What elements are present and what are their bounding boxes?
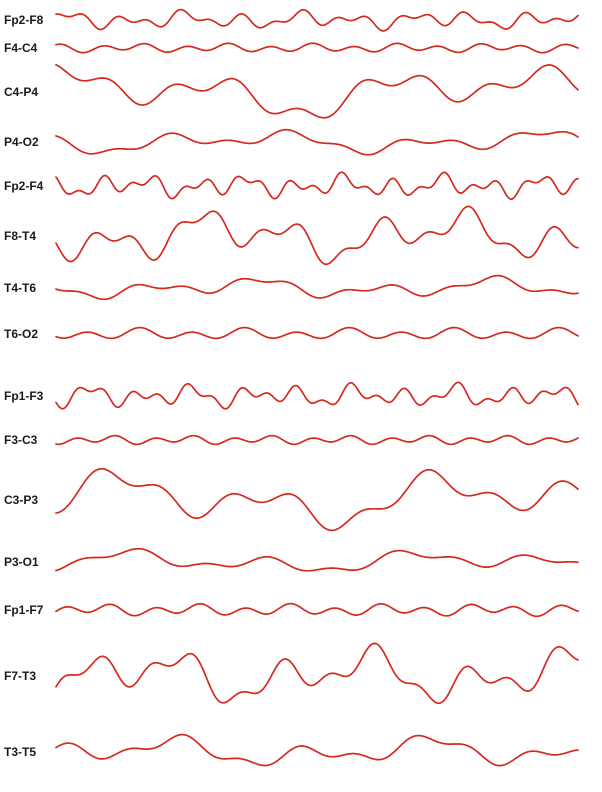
channel-trace-f7-t3: [55, 642, 579, 705]
channel-label: F3-C3: [4, 433, 38, 447]
channel-trace-t3-t5: [55, 733, 579, 767]
channel-label: C4-P4: [4, 85, 38, 99]
channel-trace-fp2-f8: [55, 8, 579, 32]
channel-trace-t4-t6: [55, 274, 579, 301]
channel-trace-fp1-f7: [55, 602, 579, 618]
channel-trace-f4-c4: [55, 42, 579, 54]
channel-label: Fp1-F7: [4, 603, 44, 617]
channel-label: T6-O2: [4, 327, 38, 341]
channel-trace-f8-t4: [55, 205, 579, 266]
channel-label: F8-T4: [4, 229, 36, 243]
channel-trace-f3-c3: [55, 434, 579, 446]
channel-label: C3-P3: [4, 493, 38, 507]
channel-traces: [55, 8, 579, 767]
channel-label: Fp2-F4: [4, 179, 44, 193]
channel-trace-fp2-f4: [55, 171, 579, 200]
channel-label: T3-T5: [4, 745, 36, 759]
channel-trace-c3-p3: [55, 467, 579, 532]
channel-label: Fp1-F3: [4, 389, 44, 403]
channel-label: P4-O2: [4, 135, 39, 149]
channel-trace-fp1-f3: [55, 381, 579, 410]
channel-trace-t6-o2: [55, 326, 579, 340]
channel-label: F7-T3: [4, 669, 36, 683]
channel-label: Fp2-F8: [4, 13, 44, 27]
channel-trace-p4-o2: [55, 128, 579, 156]
channel-label: T4-T6: [4, 281, 36, 295]
channel-label: F4-C4: [4, 41, 38, 55]
channel-trace-p3-o1: [55, 547, 579, 572]
channel-label: P3-O1: [4, 555, 39, 569]
channel-trace-c4-p4: [55, 63, 579, 119]
channel-labels: Fp2-F8 F4-C4 C4-P4 P4-O2 Fp2-F4 F8-T4 T4-T6 T6-…: [4, 13, 44, 759]
